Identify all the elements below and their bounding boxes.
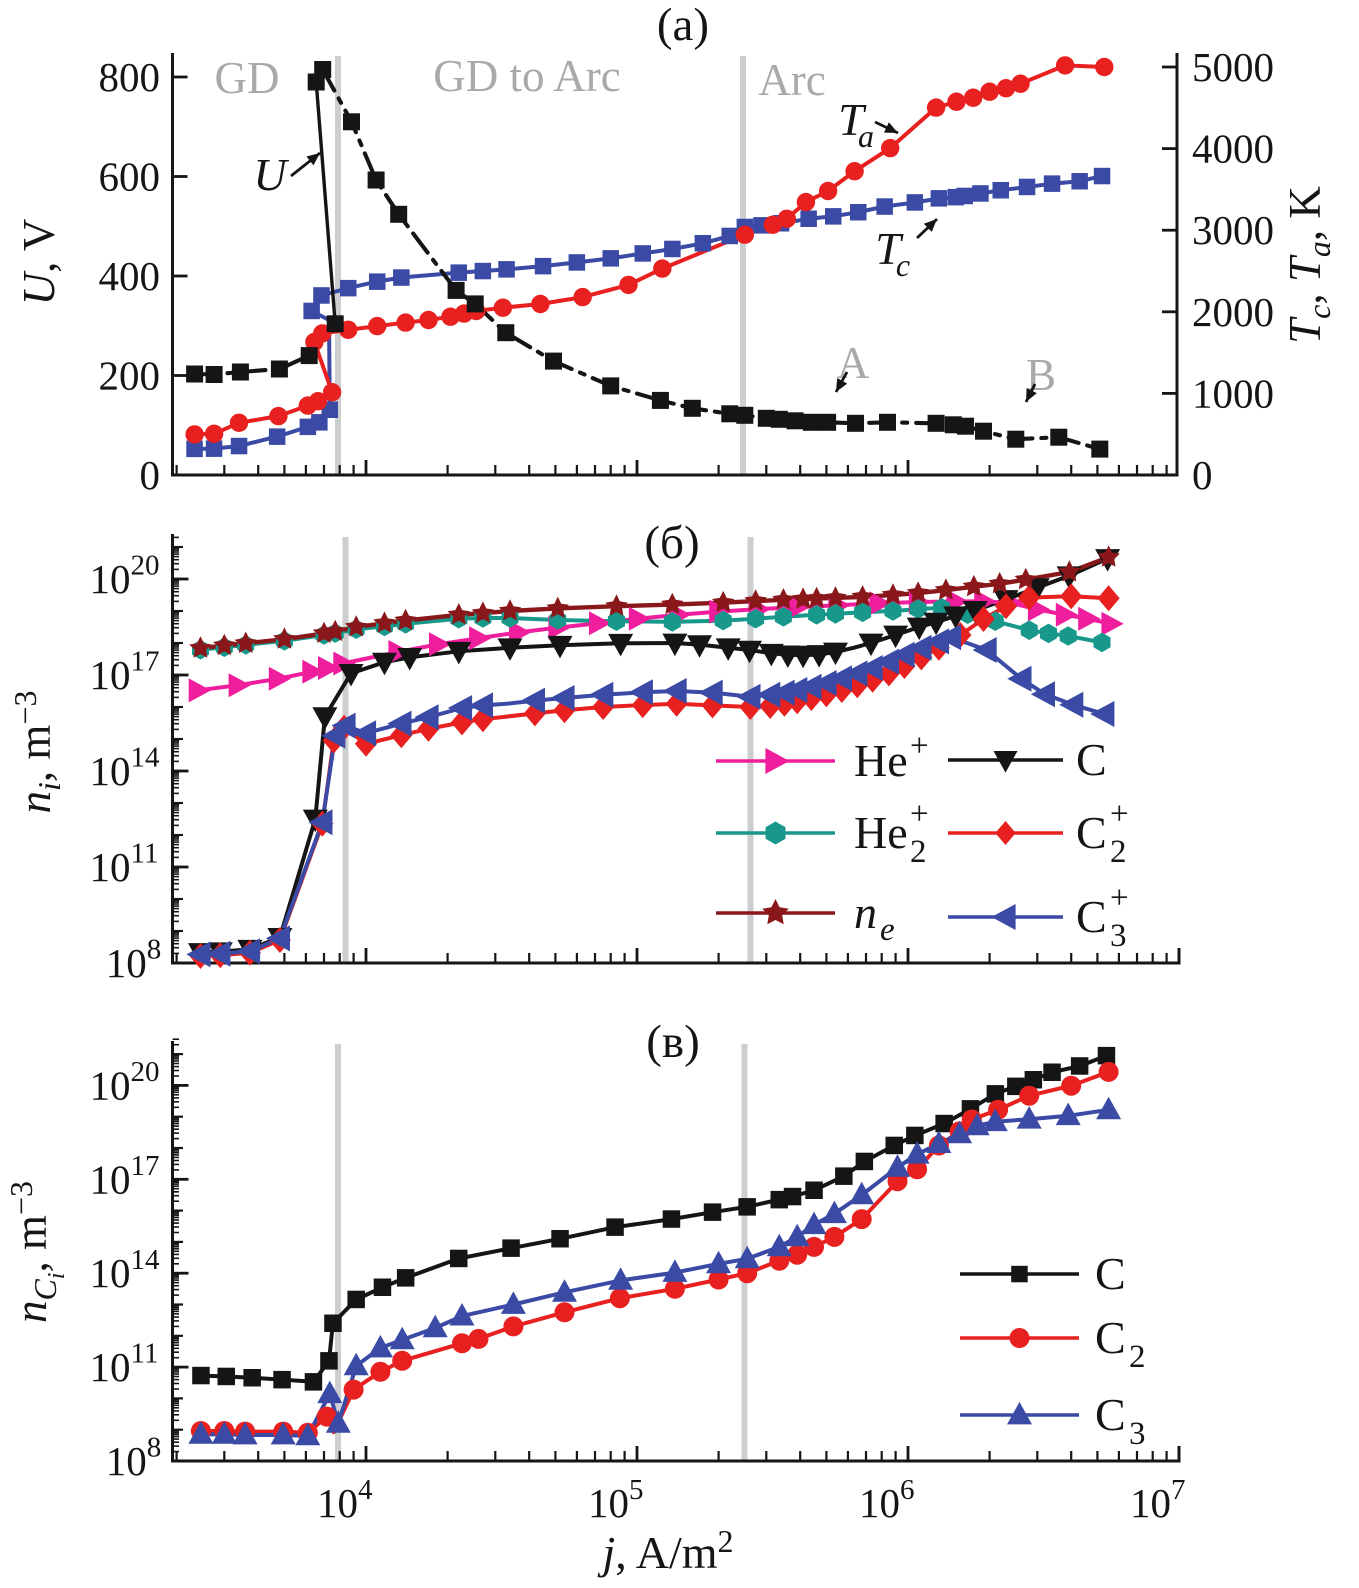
svg-text:10: 10 — [90, 844, 131, 890]
svg-text:GD to Arc: GD to Arc — [433, 51, 620, 101]
svg-text:c: c — [896, 247, 910, 283]
svg-text:10: 10 — [90, 1250, 131, 1296]
svg-text:5000: 5000 — [1192, 44, 1274, 90]
svg-text:C: C — [1076, 807, 1107, 858]
svg-text:GD: GD — [215, 53, 280, 103]
svg-text:8: 8 — [147, 1432, 162, 1464]
svg-text:7: 7 — [1171, 1474, 1186, 1506]
svg-text:10: 10 — [859, 1480, 900, 1526]
svg-text:600: 600 — [99, 154, 161, 200]
svg-text:5: 5 — [629, 1474, 644, 1506]
svg-text:nCi, m−3: nCi, m−3 — [3, 1181, 70, 1323]
svg-text:20: 20 — [131, 550, 160, 582]
svg-text:C: C — [1095, 1312, 1126, 1363]
svg-text:8: 8 — [147, 934, 162, 966]
svg-text:U, V: U, V — [14, 219, 64, 306]
svg-text:800: 800 — [99, 54, 161, 100]
svg-text:+: + — [1110, 880, 1129, 916]
svg-text:C: C — [1076, 891, 1107, 942]
svg-text:3: 3 — [1110, 918, 1127, 954]
svg-text:Tc, Ta, K: Tc, Ta, K — [1280, 186, 1337, 344]
svg-text:C: C — [1095, 1248, 1126, 1299]
svg-text:11: 11 — [131, 838, 159, 870]
svg-text:He: He — [854, 735, 908, 786]
svg-text:10: 10 — [90, 1062, 131, 1108]
svg-text:+: + — [1110, 796, 1129, 832]
svg-text:Arc: Arc — [758, 55, 825, 105]
svg-text:(б): (б) — [644, 517, 699, 569]
svg-text:n: n — [854, 887, 877, 938]
svg-text:0: 0 — [140, 452, 161, 498]
svg-text:6: 6 — [900, 1474, 915, 1506]
svg-text:10: 10 — [90, 748, 131, 794]
svg-text:T: T — [838, 94, 867, 145]
svg-text:T: T — [875, 223, 904, 274]
svg-text:17: 17 — [131, 646, 160, 678]
svg-text:C: C — [1095, 1389, 1126, 1440]
svg-text:10: 10 — [90, 1344, 131, 1390]
svg-text:2: 2 — [1129, 1339, 1146, 1375]
svg-text:10: 10 — [317, 1480, 358, 1526]
svg-text:20: 20 — [131, 1056, 160, 1088]
svg-text:2: 2 — [1110, 834, 1127, 870]
svg-text:10: 10 — [90, 652, 131, 698]
svg-text:j, A/m2: j, A/m2 — [597, 1523, 733, 1578]
svg-text:400: 400 — [99, 253, 161, 299]
svg-text:2: 2 — [910, 834, 927, 870]
svg-text:e: e — [880, 912, 895, 948]
svg-text:a: a — [858, 118, 874, 154]
svg-text:4000: 4000 — [1192, 126, 1274, 172]
svg-text:10: 10 — [1130, 1480, 1171, 1526]
svg-text:ni, m−3: ni, m−3 — [7, 691, 67, 814]
svg-text:0: 0 — [1192, 452, 1213, 498]
svg-text:He: He — [854, 807, 908, 858]
svg-text:10: 10 — [106, 1438, 147, 1484]
svg-text:U: U — [253, 149, 289, 200]
svg-text:3000: 3000 — [1192, 207, 1274, 253]
svg-text:(в): (в) — [646, 1016, 700, 1068]
svg-text:17: 17 — [131, 1150, 160, 1182]
svg-text:3: 3 — [1129, 1416, 1146, 1452]
svg-text:10: 10 — [90, 1156, 131, 1202]
svg-text:10: 10 — [106, 940, 147, 986]
svg-text:14: 14 — [131, 1244, 161, 1276]
svg-text:10: 10 — [588, 1480, 629, 1526]
svg-text:(а): (а) — [657, 0, 709, 51]
svg-text:10: 10 — [90, 556, 131, 602]
svg-text:4: 4 — [358, 1474, 373, 1506]
svg-text:+: + — [910, 728, 929, 764]
svg-text:+: + — [910, 796, 929, 832]
svg-text:C: C — [1076, 734, 1107, 785]
svg-text:2000: 2000 — [1192, 289, 1274, 335]
svg-text:11: 11 — [131, 1338, 159, 1370]
svg-text:1000: 1000 — [1192, 370, 1274, 416]
svg-text:200: 200 — [99, 353, 161, 399]
svg-text:14: 14 — [131, 742, 161, 774]
